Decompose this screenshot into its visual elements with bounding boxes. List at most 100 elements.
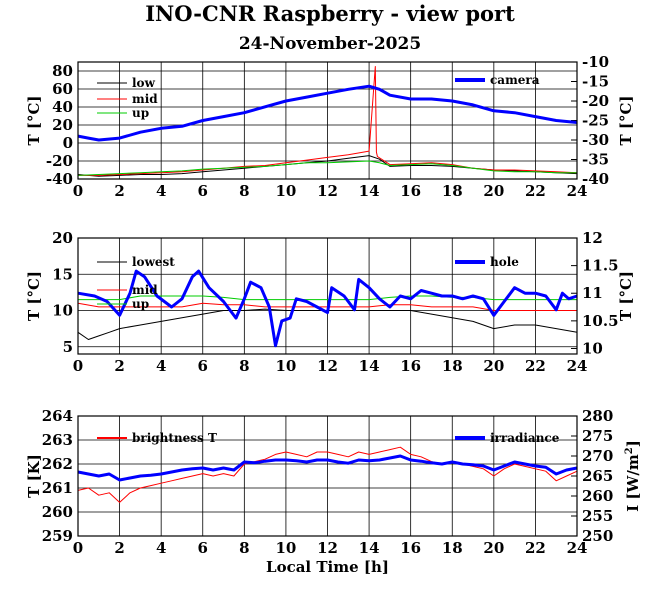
x-tick-label: 10 [275,539,296,557]
y-tick-label-right: -35 [582,151,609,169]
x-tick-label: 18 [442,539,463,557]
x-tick-label: 14 [359,182,380,200]
x-tick-label: 8 [239,182,249,200]
x-tick-label: 6 [198,539,208,557]
x-tick-label: 2 [114,539,124,557]
x-tick-label: 6 [198,357,208,375]
legend-label-lowest: lowest [132,255,175,269]
x-tick-label: 10 [275,357,296,375]
series-line-hole [77,269,578,348]
y-tick-label-right: 12 [582,229,603,247]
y-tick-label-left: 0 [63,134,73,152]
x-tick-label: 16 [400,182,421,200]
x-tick-label: 6 [198,182,208,200]
y-tick-label-right: -30 [582,131,609,149]
x-tick-label: 22 [525,357,546,375]
y-tick-label-right: 275 [582,427,613,445]
x-tick-label: 20 [483,357,504,375]
y-tick-label-right: -20 [582,92,609,110]
x-tick-label: 24 [567,182,588,200]
x-tick-label: 4 [156,357,166,375]
x-tick-label: 16 [400,539,421,557]
x-tick-label: 8 [239,539,249,557]
series-line-up [77,160,577,176]
y-tick-label-right: 260 [582,487,613,505]
legend-label-camera: camera [490,73,540,87]
y-axis-label-left: T [°C] [25,95,43,145]
series-line-up [78,295,577,301]
y-tick-label-left: -40 [46,170,73,188]
unit-bracket: ] [624,440,642,447]
y-tick-label-left: 263 [42,431,73,449]
y-tick-label-left: 80 [52,62,73,80]
chart-title: INO-CNR Raspberry - view port [145,1,515,26]
legend-label-up: up [132,297,149,311]
x-tick-label: 4 [156,539,166,557]
panels: 0 2 4 6 8 10 12 14 16 18 20 22 24-40-20020406080-40-… [25,53,642,576]
x-tick-label: 16 [400,357,421,375]
x-tick-label: 24 [567,539,588,557]
x-tick-label: 14 [359,357,380,375]
panel-1: 0 2 4 6 8 10 12 14 16 18 20 22 24-40-20020406080-40-… [25,53,635,200]
y-tick-label-left: 20 [52,116,73,134]
y-tick-label-left: 5 [63,338,73,356]
x-tick-label: 22 [525,182,546,200]
legend-label-mid: mid [132,283,158,297]
legend-label-up: up [132,106,149,120]
y-tick-label-left: 15 [52,265,73,283]
series-line-camera [77,84,578,142]
y-tick-label-left: 10 [52,302,73,320]
y-tick-label-right: 255 [582,507,613,525]
y-tick-label-right: -40 [582,170,609,188]
y-tick-label-left: 260 [42,503,73,521]
y-tick-label-left: 261 [42,479,73,497]
y-tick-label-right: 10.5 [582,312,619,330]
panel-3: 0 2 4 6 8 10 12 14 16 18 20 22 242592602612622632642… [25,407,642,576]
y-tick-label-left: 259 [42,527,73,545]
y-tick-label-right: 250 [582,527,613,545]
y-axis-label-right: I [W/m2] [624,440,642,512]
plot-frame [77,61,578,180]
x-tick-label: 14 [359,539,380,557]
y-axis-label-right: T [°C] [617,95,635,145]
x-tick-label: 0 [73,357,83,375]
x-tick-label: 18 [442,357,463,375]
x-tick-label: 12 [317,357,338,375]
x-tick-label: 12 [317,539,338,557]
x-tick-label: 2 [114,357,124,375]
panel-2: 0 2 4 6 8 10 12 14 16 18 20 22 2451015201010.51111.5… [25,229,635,375]
legend-label-low: low [132,76,156,90]
plot-frame [77,415,578,537]
x-tick-label: 18 [442,182,463,200]
y-tick-label-right: -15 [582,73,609,91]
x-tick-label: 4 [156,182,166,200]
y-tick-label-right: 10 [582,339,603,357]
y-tick-label-left: 264 [42,407,73,425]
chart-subtitle: 24-November-2025 [239,34,421,54]
x-tick-label: 10 [275,182,296,200]
y-tick-label-right: -10 [582,53,609,71]
x-tick-label: 8 [239,357,249,375]
x-tick-label: 20 [483,539,504,557]
series-line-irradiance [77,454,578,482]
x-tick-label: 22 [525,539,546,557]
x-tick-label: 0 [73,182,83,200]
y-tick-label-left: 262 [42,455,73,473]
x-tick-label: 12 [317,182,338,200]
y-tick-label-left: 40 [52,98,73,116]
legend-label-hole: hole [490,255,519,269]
y-axis-label-left: T [K] [25,454,43,498]
y-tick-label-left: 20 [52,229,73,247]
series-line-brightness-T [77,446,578,503]
plot-frame [77,237,578,355]
y-tick-label-left: 60 [52,80,73,98]
y-tick-label-left: -20 [46,152,73,170]
legend-label-irradiance: irradiance [490,431,560,445]
y-tick-label-right: 265 [582,467,613,485]
x-tick-label: 0 [73,539,83,557]
series-line-lowest [77,308,578,340]
y-tick-label-right: 11 [582,284,603,302]
y-tick-label-right: 270 [582,447,613,465]
y-axis-label-left: T [°C] [25,271,43,321]
